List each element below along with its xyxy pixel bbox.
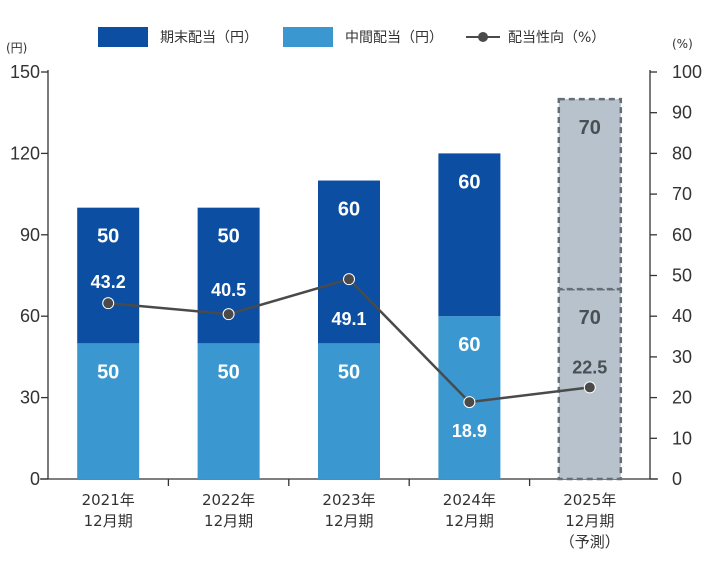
- left-tick-label: 0: [30, 469, 40, 489]
- left-tick-label: 120: [10, 143, 40, 163]
- legend-final-label: 期末配当（円）: [160, 30, 258, 46]
- interim-value-label: 50: [217, 361, 239, 383]
- right-tick-label: 10: [672, 428, 692, 448]
- left-axis-unit: (円): [6, 41, 27, 55]
- legend-final-swatch: [98, 27, 148, 47]
- left-tick-label: 90: [20, 225, 40, 245]
- interim-value-label: 50: [97, 361, 119, 383]
- payout-ratio-label: 40.5: [211, 280, 246, 300]
- left-tick-label: 150: [10, 62, 40, 82]
- right-tick-label: 30: [672, 347, 692, 367]
- left-tick-label: 60: [20, 306, 40, 326]
- payout-ratio-point: [102, 297, 115, 310]
- bar-final: [77, 207, 140, 344]
- interim-value-label: 70: [579, 307, 601, 329]
- right-tick-label: 60: [672, 225, 692, 245]
- bar-final-forecast: [557, 97, 623, 291]
- legend-interim-label: 中間配当（円）: [345, 30, 443, 46]
- right-tick-label: 40: [672, 306, 692, 326]
- bar-final: [438, 153, 501, 317]
- payout-ratio-point: [583, 381, 596, 394]
- legend-payout-marker: [478, 32, 488, 42]
- payout-ratio-label: 49.1: [331, 309, 366, 329]
- right-tick-label: 100: [672, 62, 702, 82]
- right-tick-label: 80: [672, 143, 692, 163]
- bar-interim: [77, 343, 140, 479]
- bar-final: [318, 180, 380, 344]
- final-value-label: 50: [217, 226, 239, 248]
- left-tick-label: 30: [20, 388, 40, 408]
- category-label: 2022年 12月期: [202, 491, 255, 530]
- payout-ratio-label: 18.9: [452, 421, 487, 441]
- final-value-label: 60: [338, 199, 360, 221]
- category-label: 2023年 12月期: [322, 491, 375, 530]
- right-tick-label: 70: [672, 184, 692, 204]
- bar-final: [197, 207, 260, 344]
- right-tick-label: 50: [672, 266, 692, 286]
- bar-interim: [318, 343, 380, 479]
- bar-interim: [197, 343, 260, 479]
- interim-value-label: 50: [338, 361, 360, 383]
- payout-ratio-point: [463, 396, 476, 409]
- payout-ratio-label: 22.5: [572, 357, 607, 377]
- payout-ratio-point: [343, 273, 355, 286]
- legend-payout-label: 配当性向（%）: [508, 30, 605, 46]
- legend-interim-swatch: [283, 27, 333, 47]
- right-tick-label: 0: [672, 469, 682, 489]
- right-tick-label: 20: [672, 388, 692, 408]
- final-value-label: 50: [97, 226, 119, 248]
- axes: 0 30 60 90 120 150 0 10 20 30 40 50 60 70 80 90 100 2021年…: [10, 62, 702, 551]
- payout-ratio-label: 43.2: [91, 272, 126, 292]
- payout-ratio-line: [102, 273, 596, 409]
- right-axis-unit: (%): [672, 37, 693, 51]
- legend: 期末配当（円） 中間配当（円） 配当性向（%）: [98, 27, 605, 47]
- payout-ratio-point: [222, 308, 235, 321]
- category-label: 2021年 12月期: [82, 491, 135, 530]
- category-label: 2024年 12月期: [443, 491, 496, 530]
- category-label: 2025年 12月期（予測）: [560, 491, 620, 551]
- data-labels: 50 50 50 50 50 60 60 60 70 70 43.2 40.5 49.1 18.9 22.5: [91, 117, 608, 441]
- bars: [77, 97, 623, 481]
- right-tick-label: 90: [672, 103, 692, 123]
- final-value-label: 60: [458, 171, 480, 193]
- final-value-label: 70: [579, 117, 601, 139]
- interim-value-label: 60: [458, 334, 480, 356]
